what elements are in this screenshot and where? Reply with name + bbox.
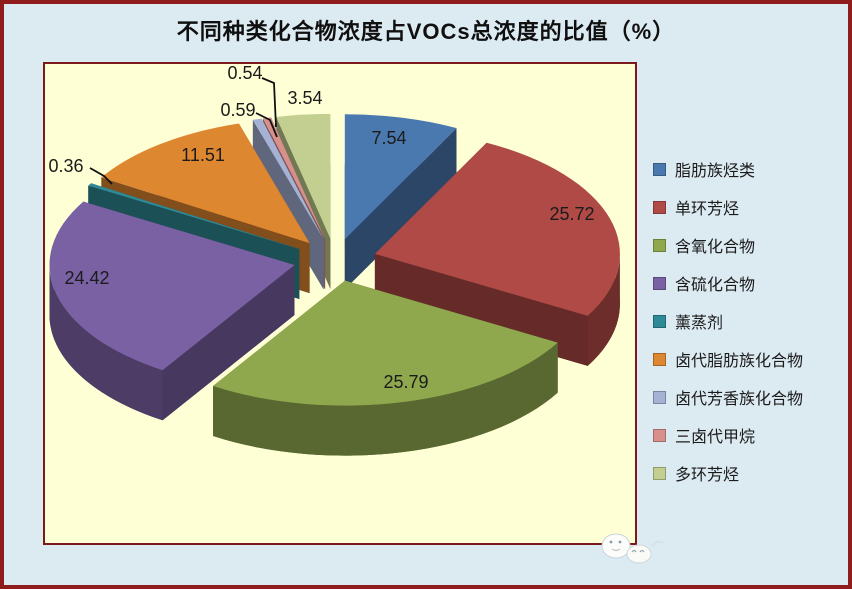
pie-slices-group xyxy=(49,113,620,456)
legend-label-6: 卤代芳香族化合物 xyxy=(675,391,804,408)
slice-rim-face xyxy=(49,265,163,421)
slice-top-face xyxy=(276,113,331,239)
legend-label-7: 三卤代甲烷 xyxy=(675,429,756,446)
data-label-8: 3.54 xyxy=(287,88,322,108)
legend-item-2: 含氧化合物 xyxy=(653,226,848,264)
legend-item-8: 多环芳烃 xyxy=(653,454,848,492)
legend-item-6: 卤代芳香族化合物 xyxy=(653,378,848,416)
slice-top-face xyxy=(263,117,326,240)
data-label-7: 0.54 xyxy=(227,63,262,83)
slice-cut-face xyxy=(344,128,457,290)
legend-item-7: 三卤代甲烷 xyxy=(653,416,848,454)
leader-line-6 xyxy=(255,112,278,138)
legend-swatch-5 xyxy=(653,352,666,366)
legend-item-1: 单环芳烃 xyxy=(653,188,848,226)
legend-label-0: 脂肪族烃类 xyxy=(675,163,756,180)
pie-slice-0 xyxy=(344,114,457,290)
pie-slice-2 xyxy=(213,280,558,456)
legend-swatch-3 xyxy=(653,276,666,290)
legend-swatch-2 xyxy=(653,238,666,252)
legend-swatch-4 xyxy=(653,314,666,328)
legend-label-4: 薰蒸剂 xyxy=(675,315,724,332)
slice-top-face xyxy=(88,183,300,249)
legend-item-4: 薰蒸剂 xyxy=(653,302,848,340)
pie-slice-3 xyxy=(49,201,295,421)
mascot-watermark xyxy=(601,533,664,564)
slice-top-face xyxy=(49,201,295,371)
chart-title: 不同种类化合物浓度占VOCs总浓度的比值（%） xyxy=(176,19,676,44)
legend-label-5: 卤代脂肪族化合物 xyxy=(675,353,804,370)
slice-top-face xyxy=(213,280,558,406)
slice-top-face xyxy=(374,142,620,316)
data-label-2: 25.79 xyxy=(383,372,428,392)
slice-rim-face xyxy=(587,253,620,366)
legend-swatch-8 xyxy=(653,466,666,480)
data-labels-group: 7.54 25.72 25.79 24.42 0.36 11.51 0.59 0.54 3.54 xyxy=(48,63,594,392)
mascot-eye-icon xyxy=(618,540,622,544)
slice-top-face xyxy=(252,118,324,240)
data-label-1: 25.72 xyxy=(549,204,594,224)
legend-label-3: 含硫化合物 xyxy=(675,277,756,294)
data-label-3: 24.42 xyxy=(64,268,109,288)
legend-swatch-1 xyxy=(653,200,666,214)
legend: 脂肪族烃类单环芳烃含氧化合物含硫化合物薰蒸剂卤代脂肪族化合物 卤代芳香族化合物 三卤… xyxy=(653,150,848,492)
slice-rim-face xyxy=(213,342,558,456)
data-label-4: 0.36 xyxy=(48,156,83,176)
leader-line-4 xyxy=(89,167,113,185)
leader-lines-group xyxy=(89,77,278,185)
legend-item-3: 含硫化合物 xyxy=(653,264,848,302)
legend-swatch-0 xyxy=(653,162,666,176)
legend-swatch-6 xyxy=(653,390,666,404)
legend-label-2: 含氧化合物 xyxy=(675,239,756,256)
legend-label-8: 多环芳烃 xyxy=(675,467,740,484)
legend-item-5: 卤代脂肪族化合物 xyxy=(653,340,848,378)
data-label-0: 7.54 xyxy=(371,128,406,148)
leader-line-7 xyxy=(261,77,277,128)
legend-item-0: 脂肪族烃类 xyxy=(653,150,848,188)
legend-swatch-7 xyxy=(653,428,666,442)
slice-top-face xyxy=(344,114,457,240)
mascot-eye-icon xyxy=(609,540,613,544)
legend-label-1: 单环芳烃 xyxy=(675,201,740,218)
data-label-6: 0.59 xyxy=(220,100,255,120)
slice-top-face xyxy=(101,123,310,244)
data-label-5: 11.51 xyxy=(181,145,225,165)
